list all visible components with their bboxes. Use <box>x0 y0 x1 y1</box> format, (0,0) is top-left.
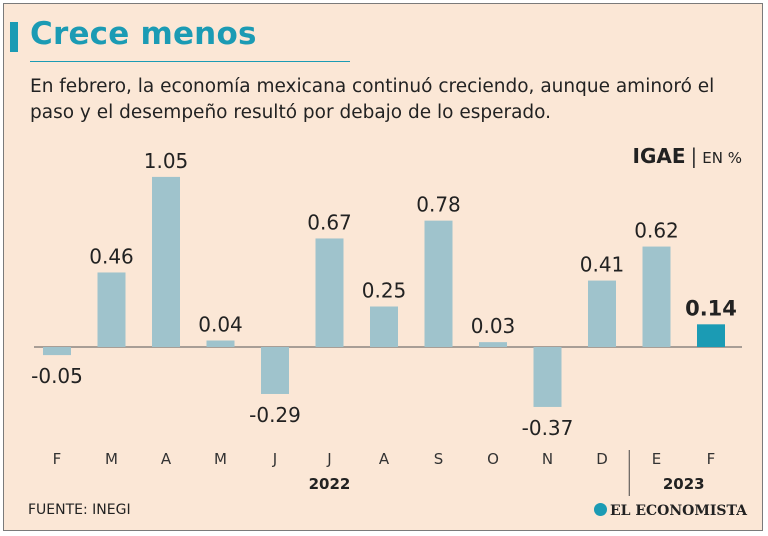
data-label-1: -0.05 <box>31 364 83 388</box>
bar-9 <box>479 342 507 347</box>
bar-chart: -0.05 F 0.46 M 1.05 A 0.04 M -0.29 J 0.67 J 0.25 A 0.7… <box>31 149 742 496</box>
data-label-12: 0.62 <box>634 219 679 243</box>
chart-title: Crece menos <box>30 16 257 52</box>
legend-separator: | <box>690 144 698 168</box>
chart-subtitle: En febrero, la economía mexicana continu… <box>30 76 715 123</box>
bar-13 <box>697 324 725 347</box>
category-label-9: O <box>487 450 499 468</box>
year-label-2: 2023 <box>663 475 705 493</box>
data-label-7: 0.25 <box>362 279 407 303</box>
category-label-8: S <box>434 450 444 468</box>
data-label-5: -0.29 <box>249 403 301 427</box>
category-label-7: A <box>379 450 390 468</box>
data-label-4: 0.04 <box>198 313 243 337</box>
bar-10 <box>533 347 562 407</box>
data-label-10: -0.37 <box>522 416 574 440</box>
data-label-2: 0.46 <box>89 244 134 268</box>
bar-2 <box>97 272 126 347</box>
data-label-13: 0.14 <box>685 296 737 320</box>
brand-name: EL ECONOMISTA <box>609 503 747 519</box>
indicator-legend: IGAE | EN % <box>633 144 742 168</box>
category-label-4: M <box>214 450 227 468</box>
bar-6 <box>315 238 344 347</box>
data-label-3: 1.05 <box>144 149 189 173</box>
data-label-9: 0.03 <box>471 314 516 338</box>
category-label-6: J <box>326 450 331 468</box>
category-label-1: F <box>53 450 62 468</box>
indicator-unit: EN % <box>702 149 742 167</box>
data-label-8: 0.78 <box>416 193 461 217</box>
category-label-2: M <box>105 450 118 468</box>
data-label-6: 0.67 <box>307 210 352 234</box>
data-label-11: 0.41 <box>580 253 625 277</box>
bar-5 <box>261 347 289 394</box>
bar-4 <box>206 340 235 347</box>
source-note: FUENTE: INEGI <box>28 502 131 518</box>
year-label-1: 2022 <box>309 475 351 493</box>
category-label-3: A <box>161 450 172 468</box>
title-divider <box>30 61 350 62</box>
brand-logo: EL ECONOMISTA <box>593 503 747 519</box>
title-accent-bar <box>10 22 18 52</box>
bar-7 <box>370 306 398 347</box>
brand-icon <box>593 503 607 516</box>
bar-12 <box>642 246 671 347</box>
bar-1 <box>43 347 71 356</box>
bar-11 <box>588 280 616 347</box>
bar-8 <box>424 220 453 347</box>
category-label-10: N <box>542 450 553 468</box>
category-label-5: J <box>272 450 277 468</box>
category-label-13: F <box>707 450 716 468</box>
category-label-11: D <box>596 450 608 468</box>
indicator-name: IGAE <box>632 144 686 168</box>
category-label-12: E <box>652 450 661 468</box>
chart-card: Crece menos En febrero, la economía mexi… <box>3 3 763 531</box>
bar-3 <box>152 176 180 347</box>
